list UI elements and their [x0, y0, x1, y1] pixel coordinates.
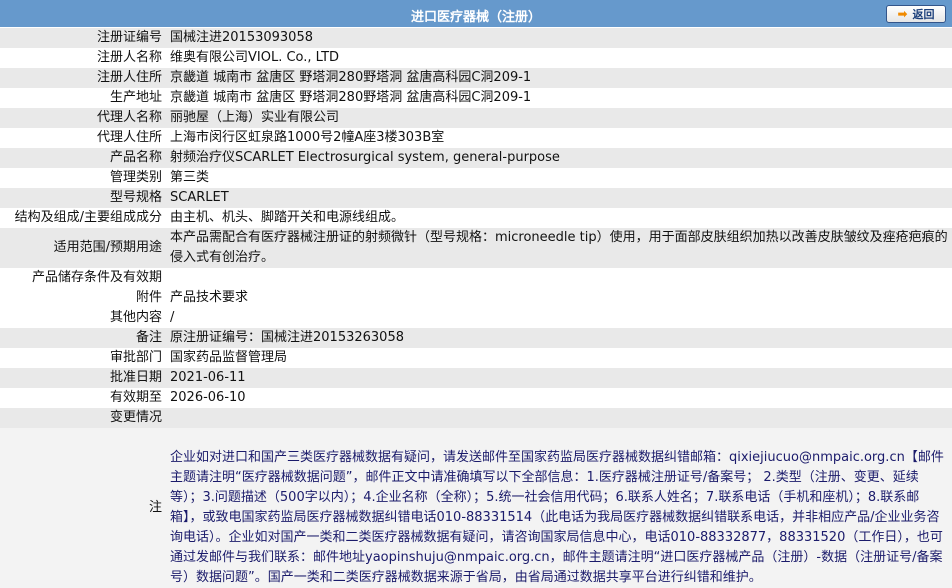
table-row: 型号规格 SCARLET — [0, 188, 952, 208]
table-row: 审批部门 国家药品监督管理局 — [0, 348, 952, 368]
field-value: 2021-06-11 — [166, 368, 952, 388]
field-label: 注册证编号 — [0, 28, 166, 48]
field-value: 维奥有限公司VIOL. Co., LTD — [166, 48, 952, 68]
field-label: 审批部门 — [0, 348, 166, 368]
field-value: 京畿道 城南市 盆唐区 野塔洞280野塔洞 盆唐高科园C洞209-1 — [166, 68, 952, 88]
field-label: 批准日期 — [0, 368, 166, 388]
page-title: 进口医疗器械（注册） — [410, 10, 541, 25]
note-text: 企业如对进口和国产三类医疗器械数据有疑问，请发送邮件至国家药监局医疗器械数据纠错… — [166, 428, 952, 588]
field-label: 产品储存条件及有效期 — [0, 268, 166, 288]
field-value: 产品技术要求 — [166, 288, 952, 308]
field-value: SCARLET — [166, 188, 952, 208]
table-row: 有效期至 2026-06-10 — [0, 388, 952, 408]
field-label: 生产地址 — [0, 88, 166, 108]
back-label: 返回 — [912, 8, 935, 21]
table-row: 适用范围/预期用途 本产品需配合有医疗器械注册证的射频微针（型号规格：micron… — [0, 228, 952, 268]
field-value: 丽驰屋（上海）实业有限公司 — [166, 108, 952, 128]
field-label: 附件 — [0, 288, 166, 308]
table-row: 批准日期 2021-06-11 — [0, 368, 952, 388]
field-label: 结构及组成/主要组成成分 — [0, 208, 166, 228]
table-row: 生产地址 京畿道 城南市 盆唐区 野塔洞280野塔洞 盆唐高科园C洞209-1 — [0, 88, 952, 108]
field-label: 代理人住所 — [0, 128, 166, 148]
arrow-right-icon: ➡ — [897, 7, 908, 21]
field-label: 变更情况 — [0, 408, 166, 428]
field-label: 代理人名称 — [0, 108, 166, 128]
field-value: 京畿道 城南市 盆唐区 野塔洞280野塔洞 盆唐高科园C洞209-1 — [166, 88, 952, 108]
table-row: 注册证编号 国械注进20153093058 — [0, 28, 952, 48]
field-value: 国械注进20153093058 — [166, 28, 952, 48]
table-row: 变更情况 — [0, 408, 952, 428]
table-row: 结构及组成/主要组成成分 由主机、机头、脚踏开关和电源线组成。 — [0, 208, 952, 228]
table-row: 附件 产品技术要求 — [0, 288, 952, 308]
field-label: 其他内容 — [0, 308, 166, 328]
field-label: 型号规格 — [0, 188, 166, 208]
field-value — [166, 268, 952, 288]
table-row: 产品储存条件及有效期 — [0, 268, 952, 288]
page-header: 进口医疗器械（注册） ➡ 返回 — [0, 0, 952, 28]
table-row: 管理类别 第三类 — [0, 168, 952, 188]
field-label: 注册人住所 — [0, 68, 166, 88]
field-value: 本产品需配合有医疗器械注册证的射频微针（型号规格：microneedle tip… — [166, 228, 952, 268]
table-row: 产品名称 射频治疗仪SCARLET Electrosurgical system,… — [0, 148, 952, 168]
field-label: 管理类别 — [0, 168, 166, 188]
table-row: 代理人住所 上海市闵行区虹泉路1000号2幢A座3楼303B室 — [0, 128, 952, 148]
table-row: 注册人名称 维奥有限公司VIOL. Co., LTD — [0, 48, 952, 68]
field-value: 国家药品监督管理局 — [166, 348, 952, 368]
table-row: 其他内容 / — [0, 308, 952, 328]
field-value — [166, 408, 952, 428]
table-row: 代理人名称 丽驰屋（上海）实业有限公司 — [0, 108, 952, 128]
field-value: 由主机、机头、脚踏开关和电源线组成。 — [166, 208, 952, 228]
field-label: 注册人名称 — [0, 48, 166, 68]
field-label: 备注 — [0, 328, 166, 348]
note-row: 注企业如对进口和国产三类医疗器械数据有疑问，请发送邮件至国家药监局医疗器械数据纠… — [0, 428, 952, 588]
note-label: 注 — [0, 428, 166, 588]
field-value: 射频治疗仪SCARLET Electrosurgical system, gen… — [166, 148, 952, 168]
table-row: 注册人住所 京畿道 城南市 盆唐区 野塔洞280野塔洞 盆唐高科园C洞209-1 — [0, 68, 952, 88]
field-value: 上海市闵行区虹泉路1000号2幢A座3楼303B室 — [166, 128, 952, 148]
field-value: 2026-06-10 — [166, 388, 952, 408]
back-button[interactable]: ➡ 返回 — [886, 5, 946, 23]
detail-table: 注册证编号 国械注进20153093058 注册人名称 维奥有限公司VIOL. Co.… — [0, 28, 952, 588]
field-value: / — [166, 308, 952, 328]
field-value: 原注册证编号：国械注进20153263058 — [166, 328, 952, 348]
field-label: 有效期至 — [0, 388, 166, 408]
field-label: 适用范围/预期用途 — [0, 228, 166, 268]
table-row: 备注 原注册证编号：国械注进20153263058 — [0, 328, 952, 348]
field-label: 产品名称 — [0, 148, 166, 168]
field-value: 第三类 — [166, 168, 952, 188]
